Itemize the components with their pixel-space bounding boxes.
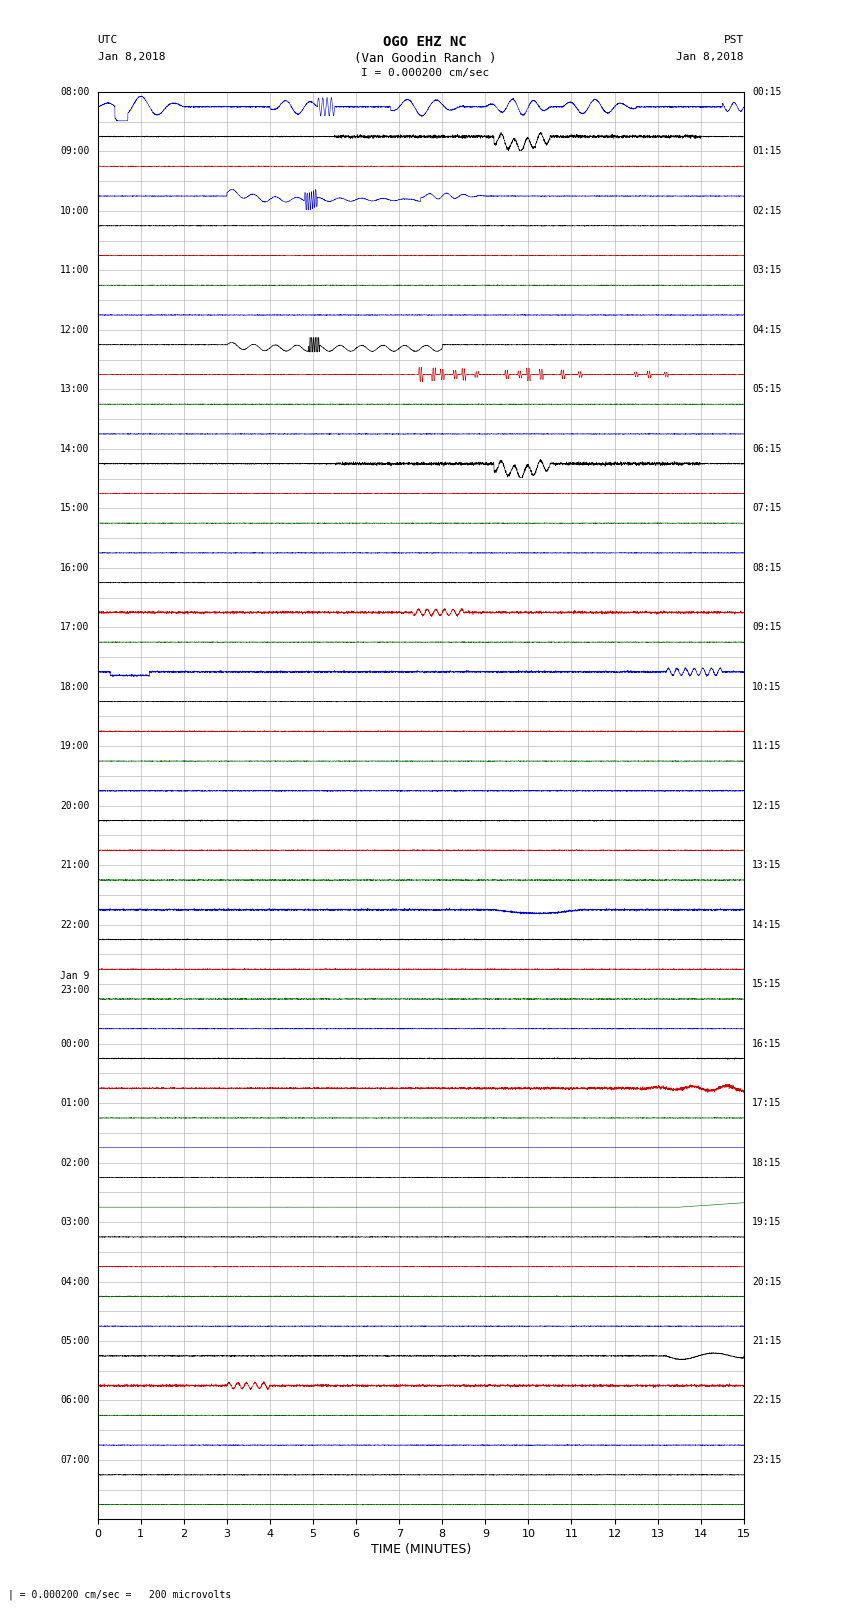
Text: 09:00: 09:00 xyxy=(60,147,89,156)
Text: 18:15: 18:15 xyxy=(752,1158,781,1168)
Text: 17:15: 17:15 xyxy=(752,1098,781,1108)
Text: 07:00: 07:00 xyxy=(60,1455,89,1465)
Text: 04:00: 04:00 xyxy=(60,1276,89,1287)
X-axis label: TIME (MINUTES): TIME (MINUTES) xyxy=(371,1544,471,1557)
Text: 15:00: 15:00 xyxy=(60,503,89,513)
Text: 12:15: 12:15 xyxy=(752,800,781,811)
Text: Jan 9: Jan 9 xyxy=(60,971,89,981)
Text: 01:15: 01:15 xyxy=(752,147,781,156)
Text: 23:00: 23:00 xyxy=(60,984,89,995)
Text: 16:15: 16:15 xyxy=(752,1039,781,1048)
Text: 05:00: 05:00 xyxy=(60,1336,89,1345)
Text: 09:15: 09:15 xyxy=(752,623,781,632)
Text: I = 0.000200 cm/sec: I = 0.000200 cm/sec xyxy=(361,68,489,77)
Text: OGO EHZ NC: OGO EHZ NC xyxy=(383,35,467,50)
Text: 07:15: 07:15 xyxy=(752,503,781,513)
Text: 20:00: 20:00 xyxy=(60,800,89,811)
Text: 00:00: 00:00 xyxy=(60,1039,89,1048)
Text: 11:15: 11:15 xyxy=(752,742,781,752)
Text: 23:15: 23:15 xyxy=(752,1455,781,1465)
Text: 03:15: 03:15 xyxy=(752,266,781,276)
Text: 03:00: 03:00 xyxy=(60,1218,89,1227)
Text: | = 0.000200 cm/sec =   200 microvolts: | = 0.000200 cm/sec = 200 microvolts xyxy=(8,1589,232,1600)
Text: 02:15: 02:15 xyxy=(752,206,781,216)
Text: 21:15: 21:15 xyxy=(752,1336,781,1345)
Text: PST: PST xyxy=(723,35,744,45)
Text: 18:00: 18:00 xyxy=(60,682,89,692)
Text: 17:00: 17:00 xyxy=(60,623,89,632)
Text: 19:00: 19:00 xyxy=(60,742,89,752)
Text: 01:00: 01:00 xyxy=(60,1098,89,1108)
Text: 10:15: 10:15 xyxy=(752,682,781,692)
Text: 08:15: 08:15 xyxy=(752,563,781,573)
Text: UTC: UTC xyxy=(98,35,118,45)
Text: 06:15: 06:15 xyxy=(752,444,781,453)
Text: Jan 8,2018: Jan 8,2018 xyxy=(677,52,744,61)
Text: 13:00: 13:00 xyxy=(60,384,89,394)
Text: 10:00: 10:00 xyxy=(60,206,89,216)
Text: 11:00: 11:00 xyxy=(60,266,89,276)
Text: 21:00: 21:00 xyxy=(60,860,89,869)
Text: Jan 8,2018: Jan 8,2018 xyxy=(98,52,165,61)
Text: 19:15: 19:15 xyxy=(752,1218,781,1227)
Text: 15:15: 15:15 xyxy=(752,979,781,989)
Text: 04:15: 04:15 xyxy=(752,324,781,336)
Text: 05:15: 05:15 xyxy=(752,384,781,394)
Text: 14:00: 14:00 xyxy=(60,444,89,453)
Text: 20:15: 20:15 xyxy=(752,1276,781,1287)
Text: 16:00: 16:00 xyxy=(60,563,89,573)
Text: 22:00: 22:00 xyxy=(60,919,89,929)
Text: 00:15: 00:15 xyxy=(752,87,781,97)
Text: 13:15: 13:15 xyxy=(752,860,781,869)
Text: 02:00: 02:00 xyxy=(60,1158,89,1168)
Text: 14:15: 14:15 xyxy=(752,919,781,929)
Text: 08:00: 08:00 xyxy=(60,87,89,97)
Text: 06:00: 06:00 xyxy=(60,1395,89,1405)
Text: 22:15: 22:15 xyxy=(752,1395,781,1405)
Text: (Van Goodin Ranch ): (Van Goodin Ranch ) xyxy=(354,52,496,65)
Text: 12:00: 12:00 xyxy=(60,324,89,336)
